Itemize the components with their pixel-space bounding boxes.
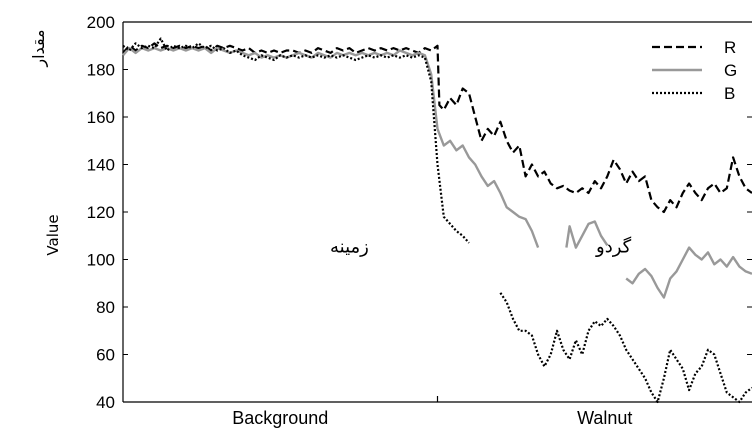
series-line-G bbox=[625, 246, 752, 299]
y-axis-label-alt: مقدار bbox=[29, 29, 49, 67]
series-lines bbox=[122, 37, 752, 404]
x-category-label: Walnut bbox=[577, 408, 632, 428]
y-tick-label: 120 bbox=[87, 203, 115, 222]
category-labels: Background Walnut bbox=[232, 408, 632, 428]
x-category-label: Background bbox=[232, 408, 328, 428]
series-line-B bbox=[122, 37, 470, 244]
annotations: زمینه گردو bbox=[330, 235, 632, 257]
legend-label-B: B bbox=[724, 84, 735, 103]
chart-annotation: زمینه bbox=[330, 236, 369, 257]
y-tick-label: 60 bbox=[96, 346, 115, 365]
y-tick-label: 100 bbox=[87, 251, 115, 270]
legend-label-R: R bbox=[724, 38, 736, 57]
legend-label-G: G bbox=[724, 61, 737, 80]
chart-annotation: گردو bbox=[595, 235, 632, 257]
series-line-B bbox=[499, 292, 752, 404]
y-tick-label: 80 bbox=[96, 298, 115, 317]
y-tick-label: 40 bbox=[96, 393, 115, 412]
y-tick-label: 180 bbox=[87, 61, 115, 80]
legend-box bbox=[640, 32, 752, 102]
series-line-G bbox=[565, 220, 609, 249]
y-ticks: 40 60 80 100 120 140 160 180 200 bbox=[87, 13, 752, 412]
legend: RGB bbox=[640, 32, 752, 103]
y-axis-label: Value bbox=[44, 214, 62, 255]
y-tick-label: 160 bbox=[87, 108, 115, 127]
y-tick-label: 140 bbox=[87, 156, 115, 175]
y-tick-label: 200 bbox=[87, 13, 115, 32]
series-line-G bbox=[122, 46, 540, 249]
series-line-R bbox=[122, 42, 752, 214]
